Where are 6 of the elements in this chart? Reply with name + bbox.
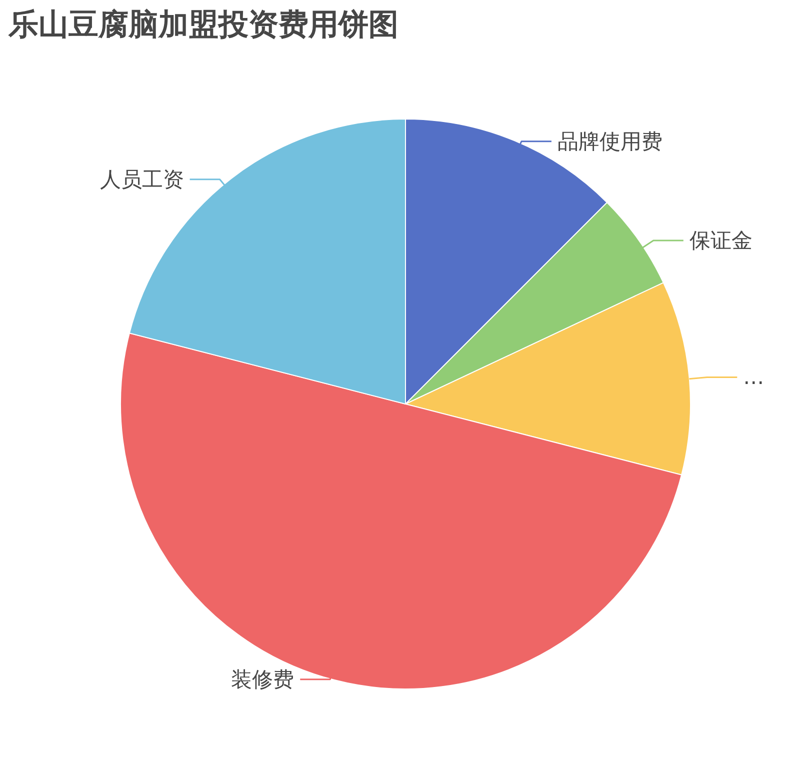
- slice-label: 品牌使用费: [557, 129, 662, 154]
- slice-label: 保证金: [689, 228, 752, 253]
- slice-label: 装修费: [231, 667, 294, 692]
- slice-label: …: [743, 365, 764, 390]
- chart-title: 乐山豆腐脑加盟投资费用饼图: [8, 8, 398, 42]
- slice-label: 人员工资: [100, 167, 184, 192]
